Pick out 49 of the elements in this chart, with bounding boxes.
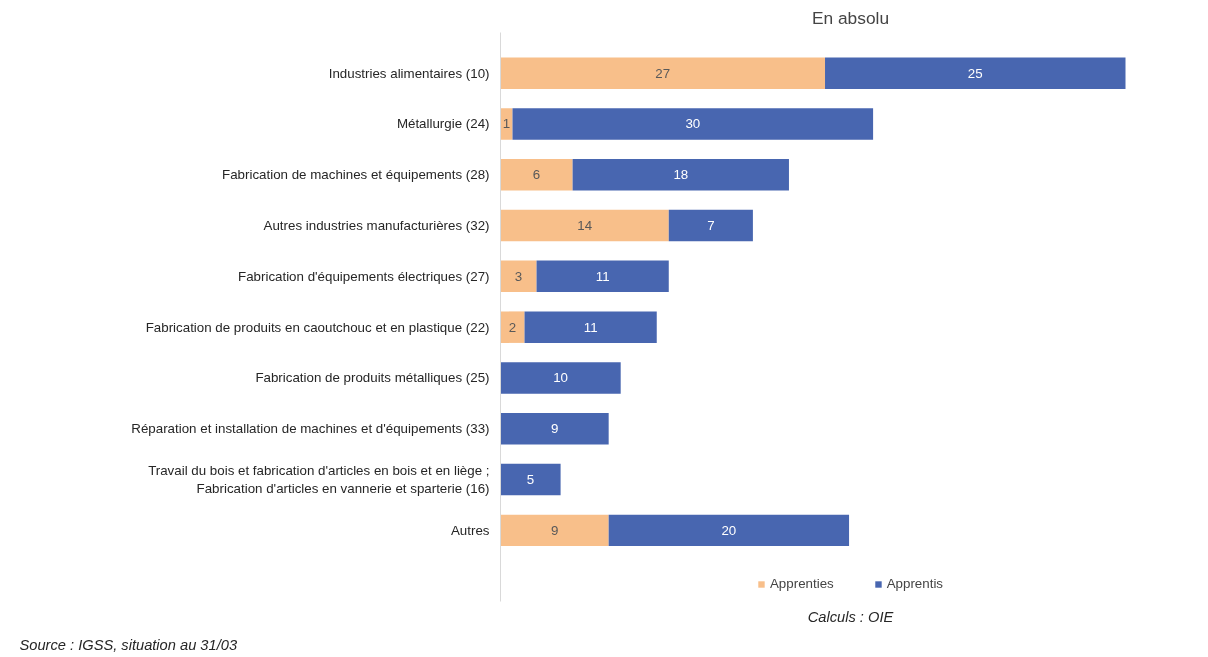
- bar: [524, 311, 657, 343]
- y-tick-label: Travail du bois et fabrication d'articles en bois et en liège ; Fabrication d'articles en vannerie et sparterie (16): [148, 463, 490, 497]
- data-label: 2: [508, 319, 517, 335]
- bar: [500, 260, 537, 293]
- text: Calculs : OIE: [807, 608, 894, 625]
- data-label: 10: [553, 370, 569, 386]
- data-label: 18: [673, 167, 689, 183]
- y-tick-label: Industries alimentaires (10): [328, 65, 490, 81]
- legend-label: Apprentis: [886, 576, 944, 591]
- bar: [668, 209, 753, 242]
- bar: [500, 108, 513, 140]
- y-tick-label: Fabrication de produits en caoutchouc et en plastique (22): [145, 319, 490, 335]
- bar: [536, 260, 669, 293]
- bar: [500, 362, 621, 394]
- bar: [608, 514, 850, 547]
- bar: [500, 311, 525, 343]
- data-label: 9: [550, 522, 559, 538]
- data-label: 11: [583, 319, 598, 335]
- y-tick-label: Réparation et installation de machines et d'équipements (33): [131, 421, 490, 437]
- legend-label: Apprenties: [769, 576, 834, 591]
- data-label: 25: [967, 65, 983, 81]
- y-tick-label: Autres: [450, 522, 490, 538]
- data-label: 14: [577, 218, 593, 234]
- bar: [825, 57, 1126, 89]
- data-label: 6: [532, 167, 541, 183]
- bar: [500, 159, 573, 191]
- bar: [512, 108, 874, 140]
- source-note: Source : IGSS, situation au 31/03: [19, 636, 238, 653]
- y-tick-label: Fabrication de machines et équipements (28): [222, 167, 490, 183]
- data-label: 1: [502, 116, 511, 132]
- chart-title: En absolu: [811, 7, 890, 28]
- data-label: 5: [526, 472, 535, 488]
- bar: [500, 413, 609, 445]
- bar: [500, 57, 826, 89]
- bar: [500, 209, 669, 242]
- data-label: 20: [721, 522, 737, 538]
- bar: [572, 159, 789, 191]
- data-label: 9: [550, 421, 559, 437]
- data-label: 7: [707, 218, 715, 234]
- data-label: 30: [685, 116, 701, 132]
- bar: [500, 463, 561, 496]
- y-tick-label: Métallurgie (24): [396, 116, 490, 132]
- data-label: 11: [595, 268, 610, 284]
- data-label: 27: [655, 65, 671, 81]
- y-tick-label: Fabrication de produits métalliques (25): [255, 370, 490, 386]
- y-tick-label: Fabrication d'équipements électriques (27): [238, 268, 490, 284]
- bar: [500, 514, 609, 547]
- y-tick-label: Autres industries manufacturières (32): [263, 218, 490, 234]
- data-label: 3: [514, 268, 523, 284]
